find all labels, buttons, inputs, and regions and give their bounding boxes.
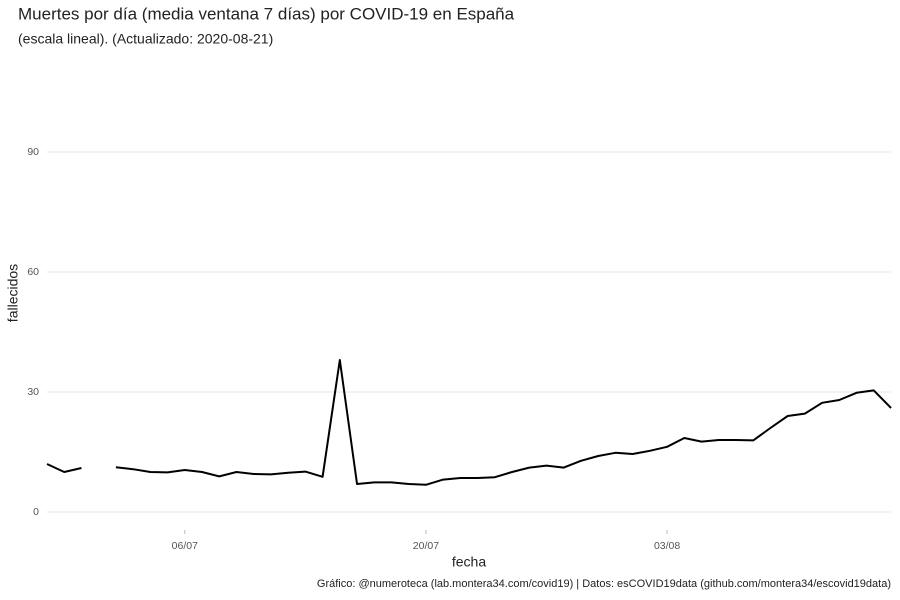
chart-title: Muertes por día (media ventana 7 días) p… <box>18 4 515 23</box>
y-tick-label: 90 <box>27 146 39 158</box>
y-tick-label: 0 <box>33 506 39 518</box>
chart-subtitle: (escala lineal). (Actualizado: 2020-08-2… <box>18 31 273 47</box>
x-tick-label: 06/07 <box>172 540 198 552</box>
y-tick-label: 60 <box>27 266 39 278</box>
caption: Gráfico: @numeroteca (lab.montera34.com/… <box>317 578 891 590</box>
y-tick-label: 30 <box>27 386 39 398</box>
x-tick-label: 03/08 <box>654 540 680 552</box>
y-axis-label: fallecidos <box>5 264 21 322</box>
x-tick-label: 20/07 <box>413 540 439 552</box>
data-line <box>46 359 892 486</box>
x-axis-label: fecha <box>452 554 486 570</box>
